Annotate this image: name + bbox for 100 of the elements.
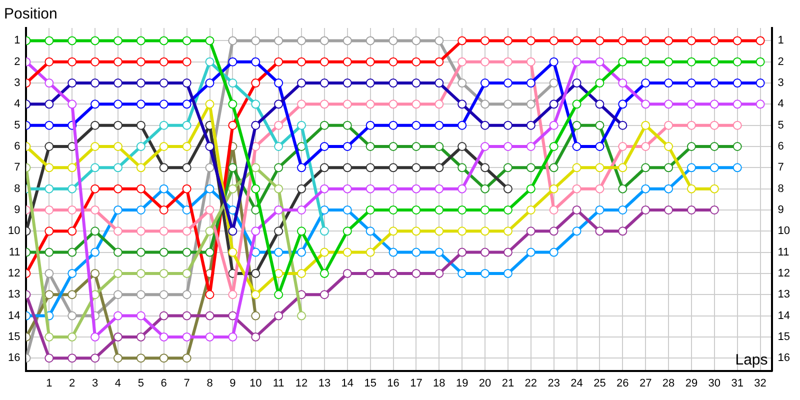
y2-tick-label: 2	[778, 56, 784, 68]
x-tick-label: 7	[184, 377, 190, 390]
point	[113, 142, 122, 151]
point	[366, 78, 375, 88]
point	[549, 226, 558, 236]
point	[113, 311, 122, 320]
point	[434, 268, 444, 278]
point	[251, 120, 260, 130]
point	[549, 36, 558, 46]
point	[366, 100, 375, 109]
point	[412, 205, 421, 214]
point	[664, 142, 674, 151]
point	[434, 36, 444, 46]
point	[136, 163, 146, 172]
point	[388, 120, 398, 130]
y2-tick-label: 3	[778, 77, 784, 90]
y-tick-label: 6	[14, 140, 20, 153]
point	[136, 57, 146, 66]
point	[228, 78, 238, 88]
point	[274, 57, 284, 66]
point	[182, 163, 192, 172]
point	[182, 268, 192, 278]
x-axis-title: Laps	[735, 351, 768, 368]
point	[480, 78, 490, 88]
y2-tick-label: 13	[778, 288, 790, 301]
point	[549, 120, 558, 130]
point	[136, 120, 146, 130]
point	[68, 311, 77, 320]
x-tick-label: 29	[685, 377, 698, 390]
point	[68, 36, 77, 46]
point	[159, 248, 168, 257]
point	[90, 184, 100, 194]
point	[412, 163, 421, 172]
point	[251, 184, 260, 194]
point	[503, 248, 512, 257]
point	[710, 163, 719, 172]
point	[664, 100, 674, 109]
point	[182, 36, 192, 46]
y2-tick-label: 8	[778, 182, 784, 195]
x-tick-label: 19	[456, 377, 468, 390]
point	[618, 205, 628, 214]
point	[251, 332, 260, 342]
point	[90, 354, 100, 363]
x-tick-label: 24	[570, 377, 583, 390]
point	[251, 100, 260, 109]
point	[549, 142, 558, 151]
point	[113, 226, 122, 236]
point	[710, 205, 719, 214]
point	[526, 57, 536, 66]
point	[159, 78, 168, 88]
point	[297, 268, 306, 278]
point	[618, 184, 628, 194]
point	[297, 100, 306, 109]
point	[549, 57, 558, 66]
point	[182, 78, 192, 88]
point	[549, 184, 558, 194]
point	[342, 163, 352, 172]
point	[458, 142, 467, 151]
point	[68, 163, 77, 172]
point	[251, 268, 260, 278]
point	[458, 226, 467, 236]
point	[480, 205, 490, 214]
x-tick-label: 3	[92, 377, 98, 390]
point	[113, 290, 122, 300]
point	[136, 205, 146, 214]
point	[526, 142, 536, 151]
point	[44, 78, 54, 88]
point	[412, 248, 421, 257]
point	[182, 332, 192, 342]
point	[503, 142, 512, 151]
y-tick-label: 1	[14, 34, 20, 47]
point	[297, 205, 306, 214]
point	[503, 78, 512, 88]
point	[159, 100, 168, 109]
y2-tick-label: 7	[778, 162, 784, 174]
point	[412, 57, 421, 66]
point	[182, 184, 192, 194]
point	[664, 205, 674, 214]
point	[297, 120, 306, 130]
point	[526, 78, 536, 88]
point	[366, 226, 375, 236]
point	[572, 36, 582, 46]
point	[412, 120, 421, 130]
point	[664, 163, 674, 172]
point	[618, 57, 628, 66]
y2-tick-label: 15	[778, 330, 790, 343]
point	[44, 268, 54, 278]
point	[297, 248, 306, 257]
point	[44, 100, 54, 109]
point	[412, 36, 421, 46]
point	[251, 226, 260, 236]
point	[342, 248, 352, 257]
x-tick-label: 10	[250, 377, 262, 390]
point	[572, 184, 582, 194]
point	[503, 226, 512, 236]
point	[159, 311, 168, 320]
point	[320, 78, 329, 88]
point	[342, 100, 352, 109]
point	[159, 142, 168, 151]
point	[664, 36, 674, 46]
